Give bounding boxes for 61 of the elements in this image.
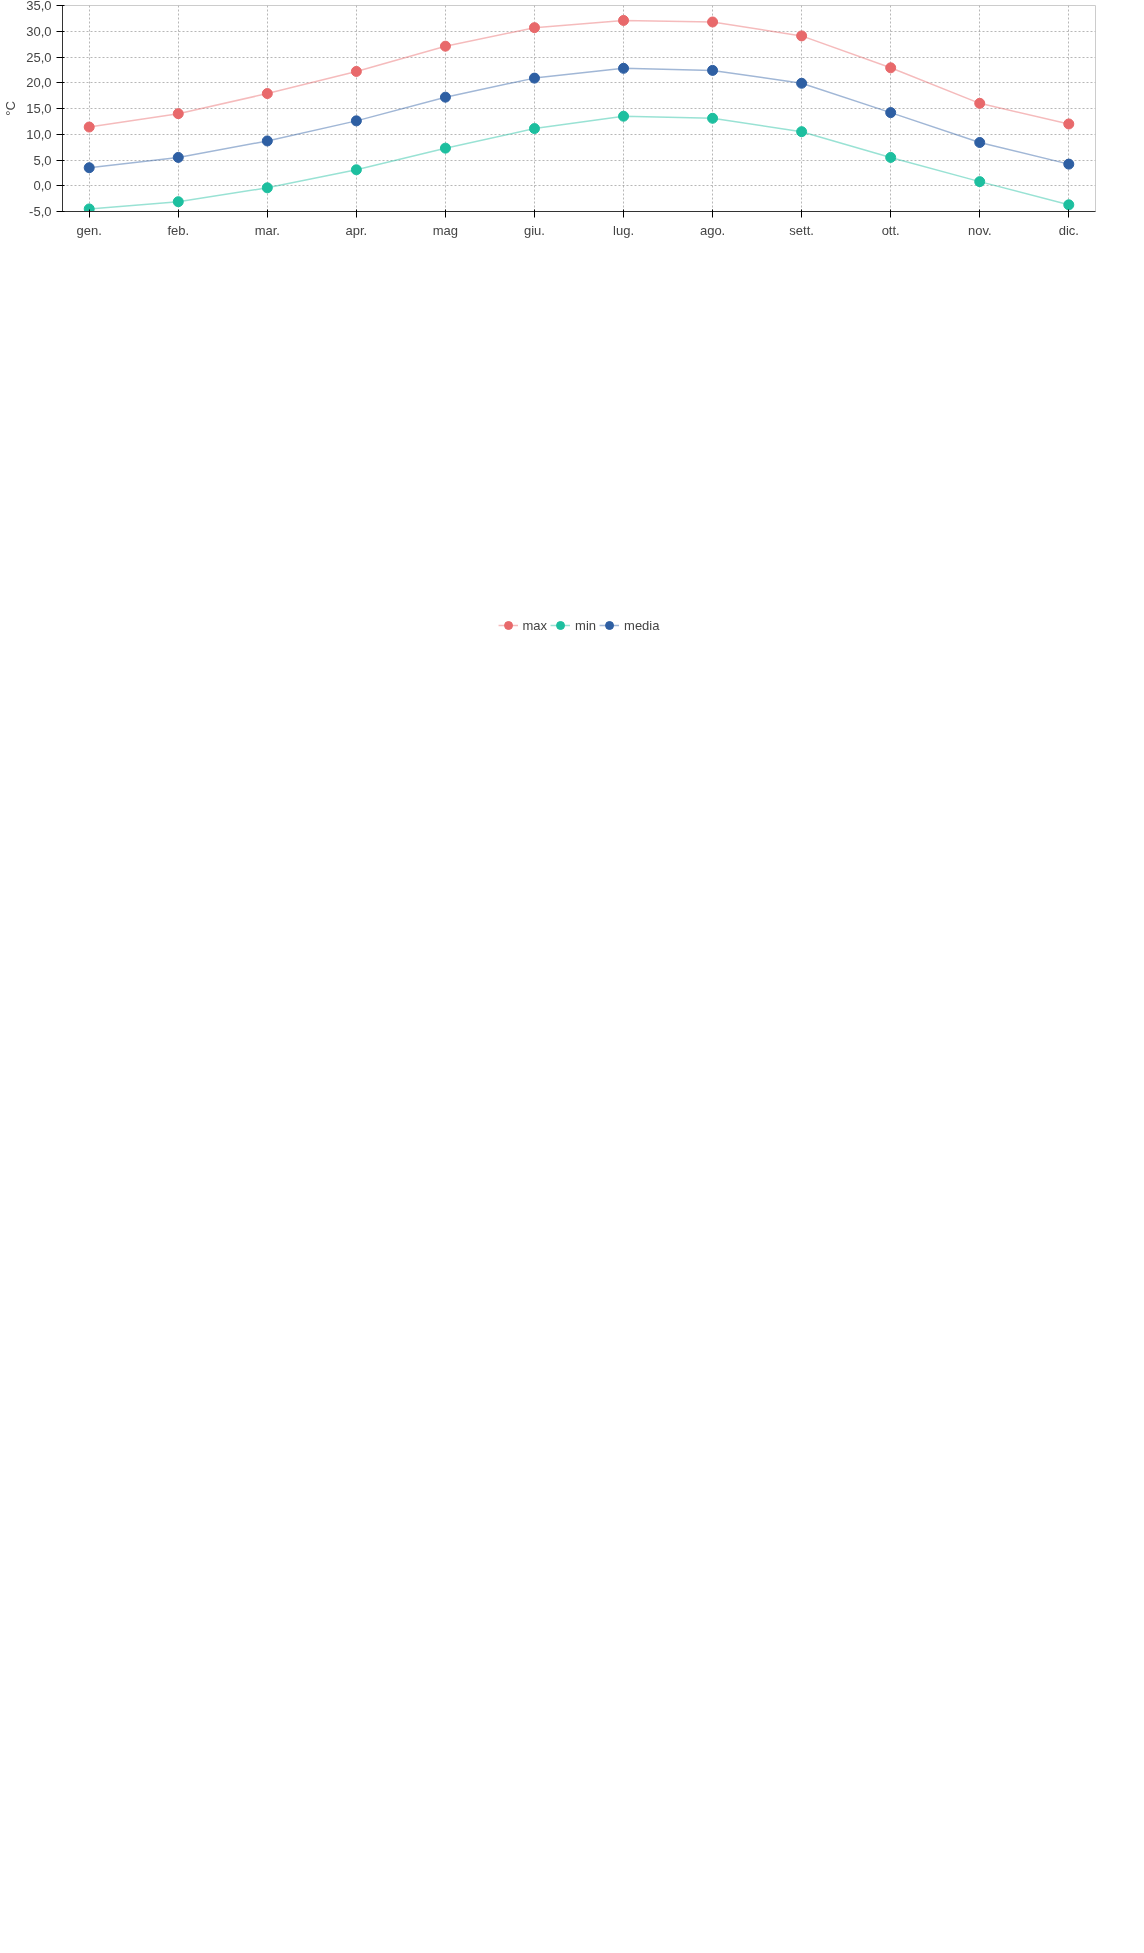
point [528,72,540,84]
point [439,40,451,52]
point [83,121,95,133]
legend-label: max [522,617,548,633]
point [1063,158,1075,170]
y-tick-label: 30,0 [26,23,52,39]
point [1063,199,1075,211]
point [172,108,184,120]
point [350,65,362,77]
point [618,14,630,26]
legend-label: min [575,617,597,633]
point [83,162,95,174]
x-tick-label: ago. [699,222,726,238]
x-tick-label: mar. [254,222,280,238]
point [974,176,986,188]
point [796,30,808,42]
x-tick-label: feb. [167,222,190,238]
point [885,62,897,74]
point [796,126,808,138]
point [707,112,719,124]
point [528,22,540,34]
point [350,115,362,127]
point [885,151,897,163]
y-tick-label: 5,0 [33,152,52,168]
point [261,135,273,147]
point [261,88,273,100]
y-tick-label: 25,0 [26,49,52,65]
y-axis-title: °C [3,101,19,116]
point [1063,118,1075,130]
x-tick-label: nov. [967,222,992,238]
point [618,110,630,122]
point [528,123,540,135]
point [83,203,95,212]
point [172,151,184,163]
x-tick-label: apr. [345,222,368,238]
point [707,16,719,28]
x-tick-label: mag [432,222,459,238]
point [974,137,986,148]
point [350,164,362,176]
point [707,64,719,76]
point [974,97,986,109]
point [261,182,273,194]
point [618,62,630,74]
point [796,77,808,89]
y-tick-label: 15,0 [26,101,52,116]
y-tick-label: 0,0 [33,178,52,194]
legend-label: media [624,617,660,633]
x-tick-label: gen. [76,222,102,238]
point [439,142,451,154]
x-tick-label: lug. [613,222,635,238]
point [885,107,897,119]
y-tick-label: -5,0 [29,204,52,219]
x-tick-label: ott. [881,222,900,238]
y-tick-label: 10,0 [26,126,52,142]
point [172,196,184,208]
point [439,91,451,103]
x-tick-label: giu. [523,222,545,238]
x-tick-label: dic. [1058,222,1079,238]
y-tick-label: 20,0 [26,75,52,91]
x-tick-label: sett. [789,222,814,238]
y-tick-label: 35,0 [26,0,52,13]
